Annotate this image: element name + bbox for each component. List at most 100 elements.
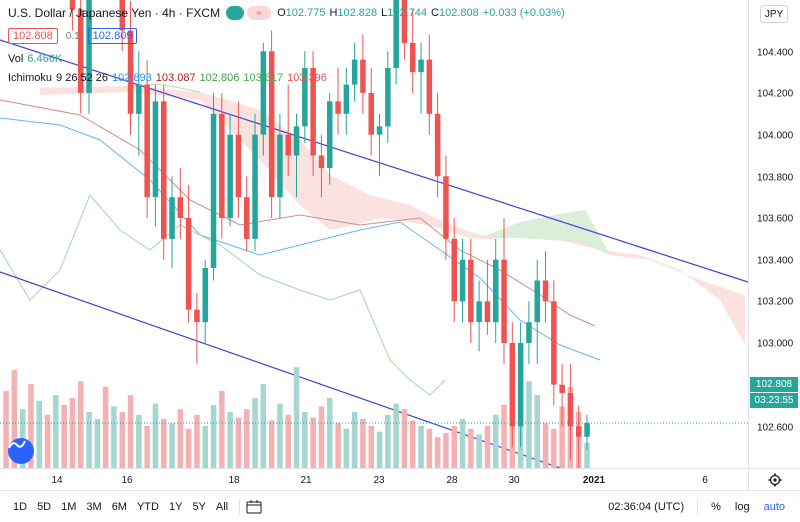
volume-bar: [302, 412, 308, 468]
price-tick-label: 104.200: [757, 88, 794, 100]
toolbar-divider: [697, 498, 699, 515]
volume-bar: [426, 428, 433, 468]
candle-body: [152, 101, 159, 198]
chart-settings-corner[interactable]: [748, 468, 800, 491]
auto-scale-toggle[interactable]: auto: [763, 500, 785, 513]
ichimoku-conversion-value: 102.893: [112, 72, 152, 84]
price-tick-label: 104.400: [757, 47, 794, 59]
time-tick-label: 30: [508, 475, 520, 486]
volume-bar: [484, 426, 491, 468]
time-tick-label: 18: [228, 475, 240, 486]
time-axis[interactable]: 14 16 18 21 23 28 30 2021 6: [0, 468, 748, 491]
volume-bar: [119, 412, 125, 468]
candle-body: [268, 51, 275, 198]
volume-bar: [584, 442, 590, 468]
price-tick-label: 104.000: [757, 130, 794, 142]
tradingview-logo-icon[interactable]: [8, 438, 34, 464]
candle-body: [119, 0, 125, 31]
volume-bar: [418, 426, 424, 468]
volume-bar: [94, 419, 101, 468]
chart-pane[interactable]: U.S. Dollar / Japanese Yen · 4h · FXCM ≈…: [0, 0, 748, 468]
candle-body: [501, 259, 507, 343]
ohlc-low-value: 102.744: [387, 7, 428, 19]
candle-body: [517, 343, 524, 427]
range-ytd[interactable]: YTD: [136, 500, 159, 513]
volume-bar: [3, 391, 9, 468]
range-1d[interactable]: 1D: [13, 500, 28, 513]
price-tick-label: 103.000: [757, 338, 794, 350]
time-tick-label: 23: [373, 475, 385, 486]
volume-legend[interactable]: Vol 6.466K: [8, 53, 62, 65]
volume-bar: [493, 414, 499, 468]
volume-bar: [468, 428, 474, 468]
volume-bar: [235, 417, 242, 468]
wave-icon[interactable]: ≈: [247, 6, 272, 20]
ichimoku-base-value: 103.087: [155, 72, 196, 84]
time-tick-label: 16: [121, 475, 133, 486]
candle-body: [227, 134, 233, 218]
candle-body: [484, 301, 491, 323]
volume-bar: [144, 426, 150, 468]
utc-clock[interactable]: 02:36:04 (UTC): [608, 500, 685, 513]
candle-body: [368, 93, 374, 135]
price-axis[interactable]: JPY 104.400 104.200 104.000 103.800 103.600 1…: [748, 0, 800, 468]
volume-bar: [410, 420, 416, 468]
volume-bar: [61, 405, 67, 468]
candle-body: [69, 0, 76, 10]
ohlc-high-label: H: [329, 7, 338, 19]
candle-body: [493, 259, 499, 323]
candle-body: [526, 322, 532, 343]
volume-bar: [293, 367, 300, 468]
range-1y[interactable]: 1Y: [168, 500, 183, 513]
candle-body: [86, 0, 92, 93]
price-tick-label: 103.200: [757, 296, 794, 308]
candle-body: [551, 301, 557, 385]
volume-bar: [202, 426, 208, 468]
ichimoku-cloud-bullish: [480, 210, 610, 255]
candle-body: [127, 30, 134, 114]
candle-body: [252, 134, 258, 239]
range-3m[interactable]: 3M: [86, 500, 102, 513]
percent-scale-toggle[interactable]: %: [711, 500, 721, 513]
ohlc-high-value: 102.828: [337, 7, 378, 19]
volume-bar: [551, 428, 557, 468]
volume-bar: [185, 428, 192, 468]
range-5d[interactable]: 5D: [37, 500, 52, 513]
gear-icon[interactable]: [768, 473, 782, 487]
volume-bar: [260, 384, 267, 468]
price-chart-canvas[interactable]: [0, 0, 748, 468]
range-6m[interactable]: 6M: [111, 500, 127, 513]
candle-body: [584, 423, 590, 437]
symbol-title[interactable]: U.S. Dollar / Japanese Yen · 4h · FXCM: [8, 6, 221, 20]
ichimoku-params: 9 26 52 26: [56, 72, 109, 84]
ohlc-low-label: L: [381, 7, 388, 19]
buy-button[interactable]: 102.809: [87, 28, 138, 44]
range-5y[interactable]: 5Y: [192, 500, 206, 513]
volume-bar: [368, 426, 374, 468]
candle-body: [434, 113, 441, 177]
volume-bar: [69, 398, 76, 468]
volume-bar: [127, 395, 134, 468]
goto-date-icon[interactable]: [246, 499, 262, 514]
range-1m[interactable]: 1M: [61, 500, 77, 513]
candle-body: [285, 134, 291, 156]
price-tick-label: 103.400: [757, 255, 794, 267]
candle-body: [376, 126, 383, 135]
time-tick-label: 2021: [582, 475, 606, 486]
candle-body: [161, 101, 167, 239]
volume-bar: [376, 431, 383, 468]
candle-body: [327, 101, 333, 168]
sell-button[interactable]: 102.808: [8, 28, 58, 44]
candle-body: [293, 126, 300, 156]
candle-body: [169, 197, 175, 239]
candle-body: [534, 280, 540, 323]
log-scale-toggle[interactable]: log: [734, 500, 750, 513]
candle-body: [559, 384, 565, 393]
volume-bar: [11, 370, 18, 468]
volume-bar: [152, 403, 159, 468]
range-all[interactable]: All: [215, 500, 229, 513]
toolbar-divider: [239, 498, 241, 515]
volume-bar: [385, 414, 391, 468]
ichimoku-legend[interactable]: Ichimoku 9 26 52 26 102.893 103.087 102.…: [8, 72, 327, 84]
currency-badge[interactable]: JPY: [760, 5, 788, 23]
